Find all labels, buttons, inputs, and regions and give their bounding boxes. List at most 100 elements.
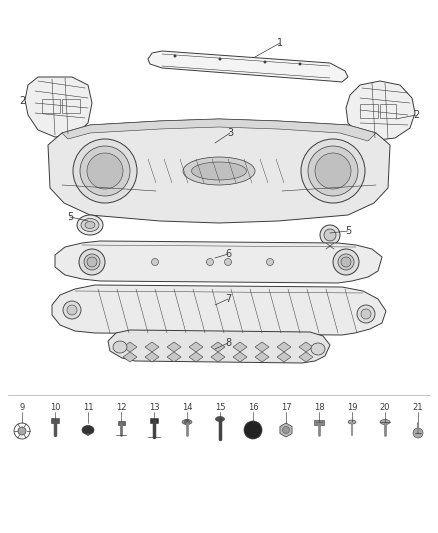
Polygon shape [233, 352, 247, 362]
Text: 9: 9 [19, 403, 25, 413]
Polygon shape [255, 352, 269, 362]
Polygon shape [299, 352, 313, 362]
Polygon shape [189, 352, 203, 362]
Ellipse shape [82, 425, 94, 434]
Ellipse shape [191, 162, 247, 180]
Ellipse shape [311, 343, 325, 355]
Text: 19: 19 [347, 403, 357, 413]
Circle shape [283, 426, 290, 433]
Ellipse shape [182, 419, 192, 424]
Text: 15: 15 [215, 403, 225, 413]
Polygon shape [55, 241, 382, 283]
Text: 6: 6 [225, 249, 231, 259]
Circle shape [206, 259, 213, 265]
Ellipse shape [380, 419, 390, 424]
Circle shape [174, 55, 176, 57]
Bar [360, 104, 378, 118]
Polygon shape [277, 342, 291, 352]
Text: 2: 2 [413, 110, 419, 120]
Circle shape [264, 61, 266, 63]
Text: 8: 8 [225, 338, 231, 348]
Circle shape [152, 259, 159, 265]
Ellipse shape [67, 305, 77, 315]
Polygon shape [123, 352, 137, 362]
Text: 10: 10 [50, 403, 60, 413]
Polygon shape [167, 342, 181, 352]
Text: 1: 1 [277, 38, 283, 48]
Ellipse shape [77, 215, 103, 235]
Ellipse shape [338, 254, 354, 270]
Bar [314, 420, 324, 425]
Circle shape [18, 427, 26, 435]
Bar [42, 99, 60, 113]
Circle shape [184, 419, 190, 424]
Bar [117, 421, 124, 425]
Circle shape [324, 229, 336, 241]
Ellipse shape [361, 309, 371, 319]
Text: 17: 17 [281, 403, 291, 413]
Polygon shape [25, 77, 92, 137]
Text: 13: 13 [148, 403, 159, 413]
Circle shape [299, 63, 301, 65]
Ellipse shape [183, 157, 255, 185]
Circle shape [308, 146, 358, 196]
Circle shape [73, 139, 137, 203]
Circle shape [80, 146, 130, 196]
Polygon shape [145, 352, 159, 362]
Circle shape [301, 139, 365, 203]
Text: 7: 7 [225, 294, 231, 304]
Polygon shape [189, 342, 203, 352]
Polygon shape [52, 285, 386, 335]
Ellipse shape [113, 341, 127, 353]
Text: 18: 18 [314, 403, 324, 413]
Circle shape [219, 58, 221, 60]
Ellipse shape [79, 249, 105, 275]
Circle shape [320, 225, 340, 245]
Text: 2: 2 [19, 96, 25, 106]
Polygon shape [346, 81, 415, 140]
Circle shape [341, 257, 351, 267]
Bar [62, 99, 80, 113]
Polygon shape [48, 119, 390, 223]
Polygon shape [148, 51, 348, 82]
Ellipse shape [357, 305, 375, 323]
Polygon shape [108, 330, 330, 363]
Polygon shape [277, 352, 291, 362]
Text: 3: 3 [227, 128, 233, 138]
Polygon shape [299, 342, 313, 352]
Text: 11: 11 [83, 403, 93, 413]
Text: 16: 16 [247, 403, 258, 413]
Bar [150, 418, 158, 423]
Text: 14: 14 [182, 403, 192, 413]
Ellipse shape [215, 416, 225, 422]
Ellipse shape [84, 254, 100, 270]
Ellipse shape [81, 219, 99, 231]
Polygon shape [167, 352, 181, 362]
Circle shape [315, 153, 351, 189]
Circle shape [266, 259, 273, 265]
Polygon shape [123, 342, 137, 352]
Text: 5: 5 [345, 226, 351, 236]
Text: 20: 20 [380, 403, 390, 413]
Bar [51, 418, 59, 423]
Text: 5: 5 [67, 212, 73, 222]
Circle shape [87, 257, 97, 267]
Polygon shape [62, 119, 376, 141]
Circle shape [244, 421, 262, 439]
Circle shape [413, 428, 423, 438]
Text: 21: 21 [413, 403, 423, 413]
Polygon shape [280, 423, 292, 437]
Polygon shape [211, 342, 225, 352]
Ellipse shape [348, 420, 356, 424]
Circle shape [87, 153, 123, 189]
Ellipse shape [63, 301, 81, 319]
Bar [380, 104, 396, 118]
Circle shape [225, 259, 232, 265]
Ellipse shape [333, 249, 359, 275]
Text: 12: 12 [116, 403, 126, 413]
Polygon shape [145, 342, 159, 352]
Ellipse shape [85, 222, 95, 229]
Polygon shape [233, 342, 247, 352]
Polygon shape [211, 352, 225, 362]
Polygon shape [255, 342, 269, 352]
